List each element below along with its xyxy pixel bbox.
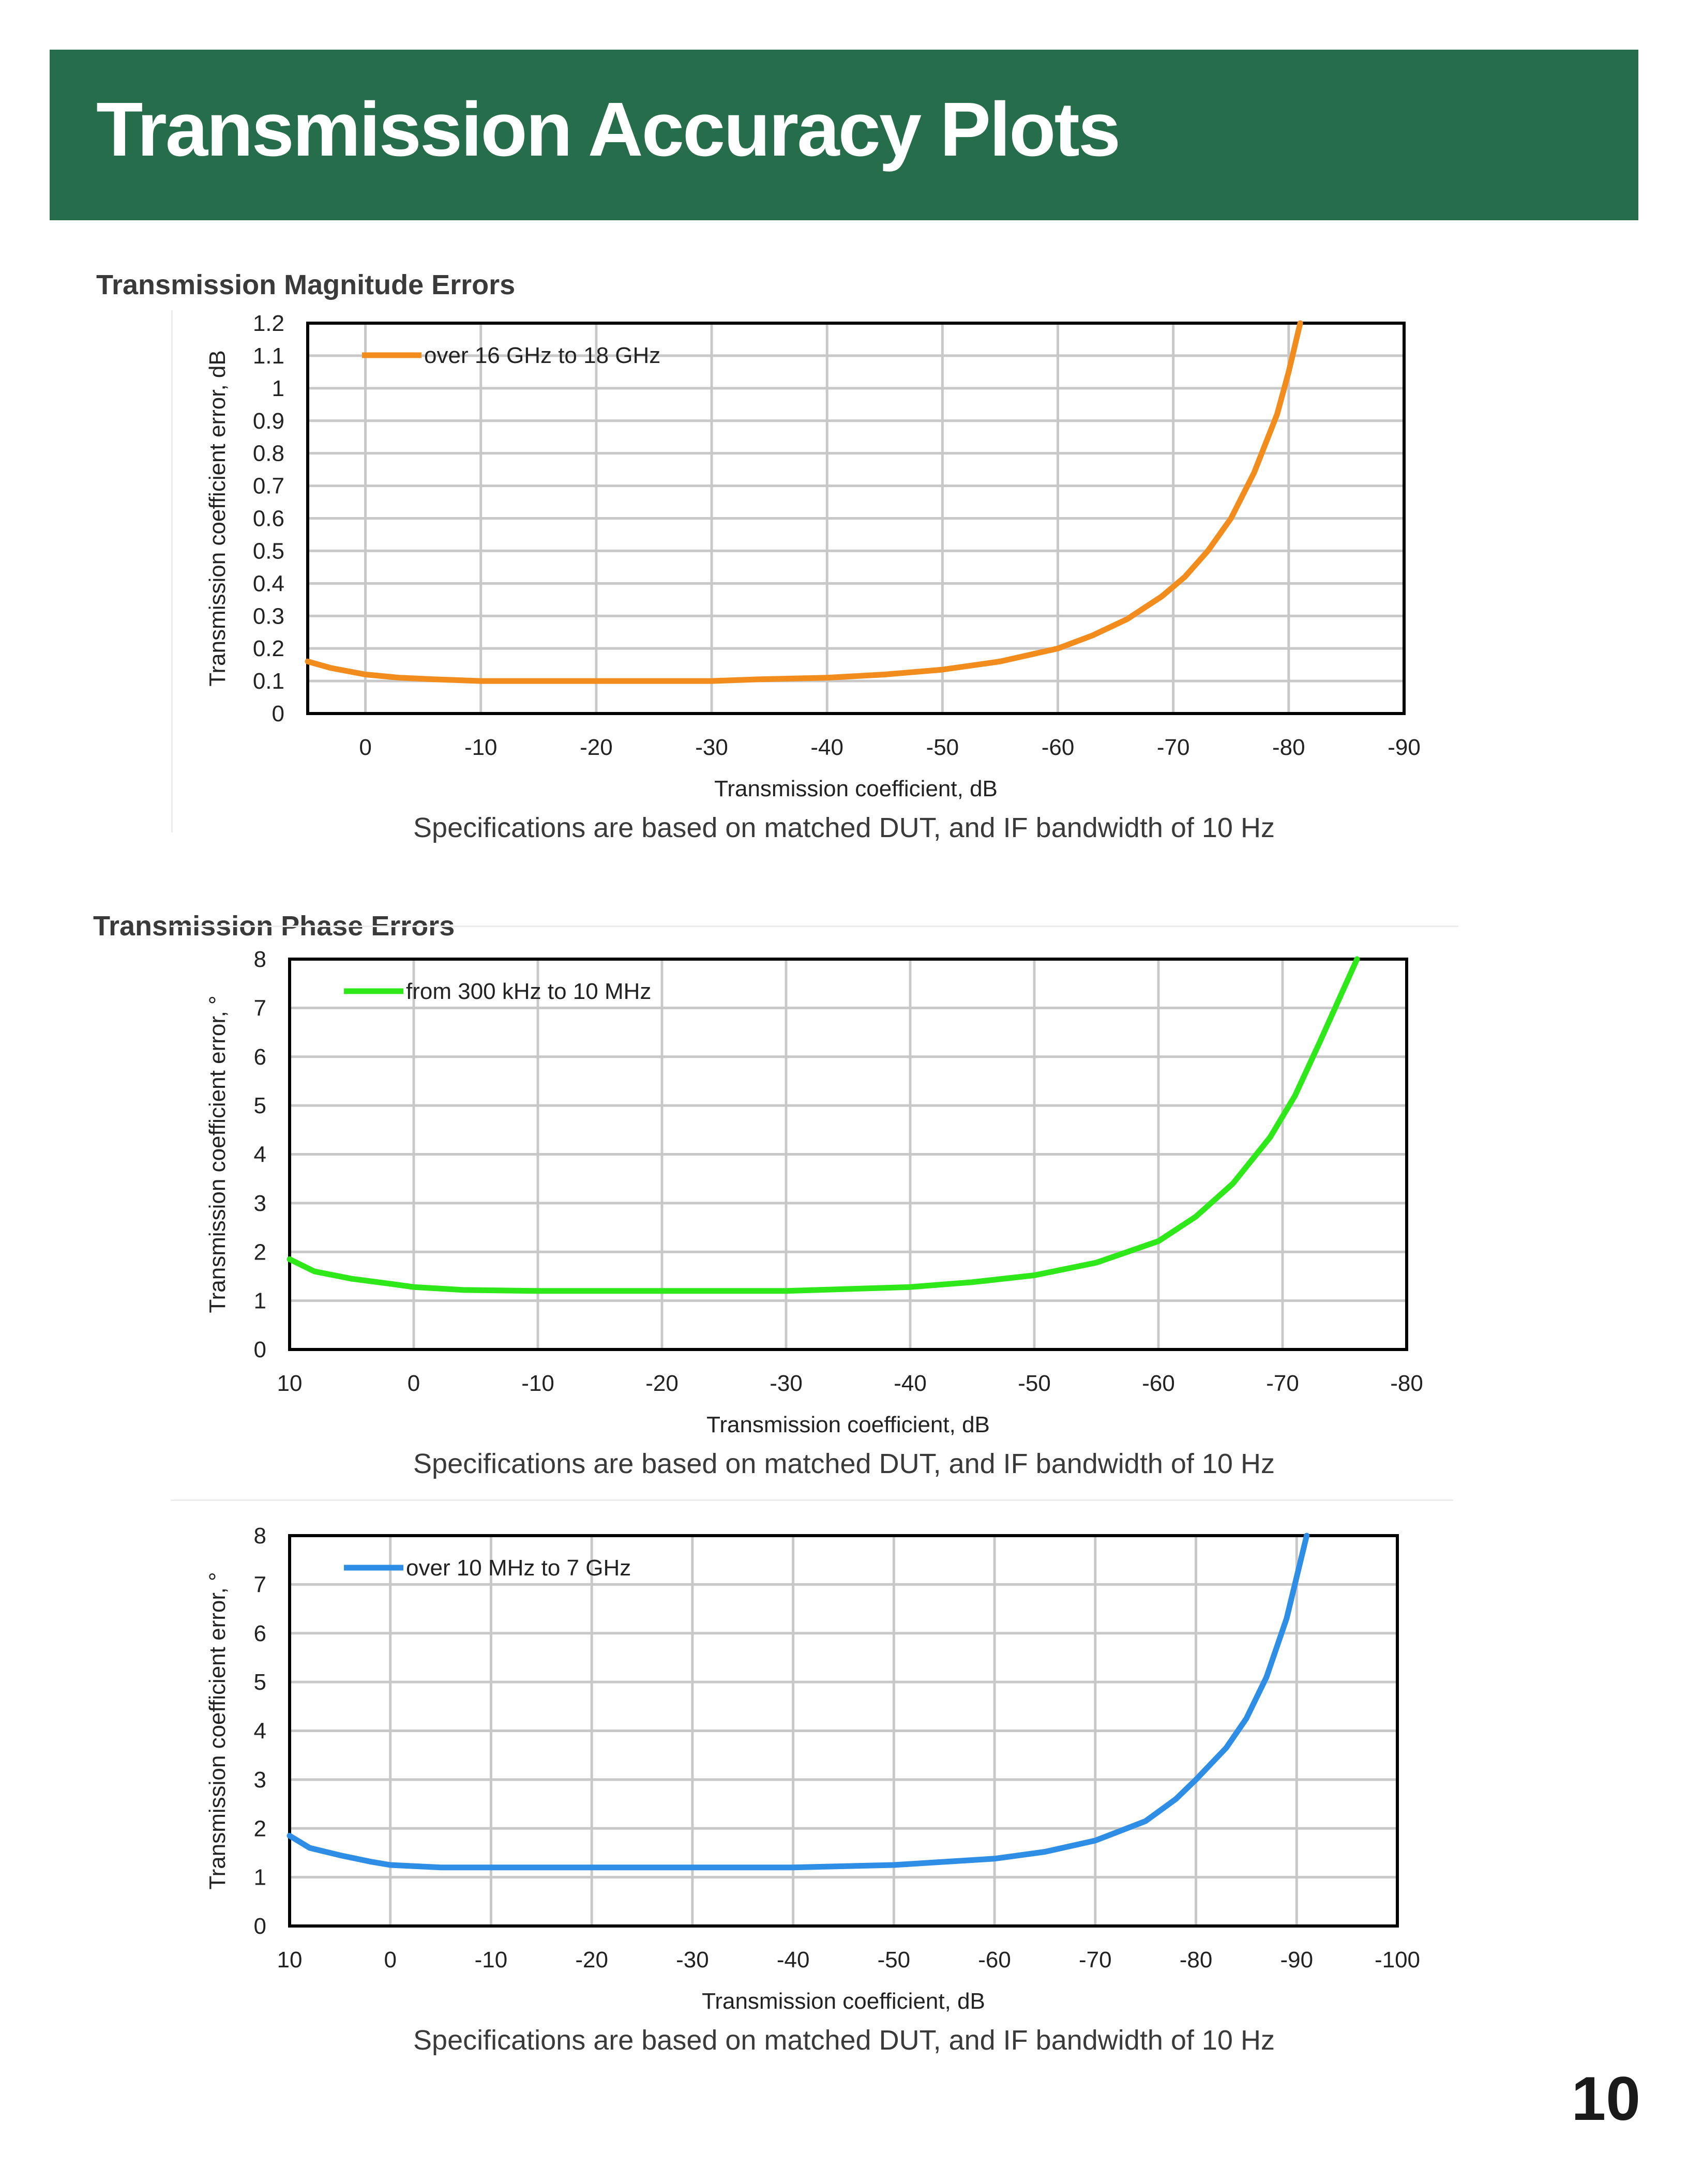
y-tick-label: 8 — [254, 1523, 266, 1549]
y-tick-label: 2 — [254, 1239, 266, 1265]
y-tick-label: 0.6 — [253, 506, 284, 532]
y-axis-label: Transmission coefficient error, ° — [205, 1572, 230, 1889]
y-tick-label: 7 — [254, 995, 266, 1021]
y-tick-label: 8 — [254, 947, 266, 972]
y-tick-label: 0 — [254, 1914, 266, 1939]
chart2-caption: Specifications are based on matched DUT,… — [413, 1448, 1275, 1479]
y-tick-label: 0.7 — [253, 474, 284, 499]
x-tick-label: -60 — [1042, 735, 1075, 760]
x-axis-label: Transmission coefficient, dB — [714, 776, 998, 801]
x-tick-label: -60 — [978, 1947, 1011, 1973]
phase-error-chart-high-freq: 0 1 2 3 4 5 6 7 8 10 0 -10 -20 -30 -40 -50 -60 -70 -80 -90 -… — [205, 1523, 1420, 2014]
x-tick-label: -80 — [1390, 1371, 1423, 1396]
series-line — [287, 1533, 1310, 1871]
x-tick-label: -50 — [926, 735, 959, 760]
x-tick-label: -50 — [1018, 1371, 1051, 1396]
y-tick-label: 0 — [272, 701, 284, 726]
section-divider-line — [171, 926, 1458, 927]
y-tick-label: 6 — [254, 1044, 266, 1070]
title-banner: Transmission Accuracy Plots — [50, 50, 1638, 220]
x-tick-label: -30 — [770, 1371, 803, 1396]
x-tick-label: 10 — [277, 1371, 303, 1396]
chart1-frame-line — [171, 310, 173, 832]
x-tick-label: 0 — [408, 1371, 420, 1396]
x-tick-label: -30 — [676, 1947, 709, 1973]
y-tick-label: 0.2 — [253, 636, 284, 661]
y-tick-label: 3 — [254, 1191, 266, 1216]
x-axis-label: Transmission coefficient, dB — [706, 1412, 990, 1437]
y-tick-label: 0.5 — [253, 538, 284, 564]
x-tick-label: -70 — [1079, 1947, 1112, 1973]
y-axis-label: Transmission coefficient error, dB — [205, 350, 230, 686]
y-tick-label: 0.9 — [253, 408, 284, 434]
magnitude-error-chart: 0 0.1 0.2 0.3 0.4 0.5 0.6 0.7 0.8 0.9 1 1.1 1.2 0 -10 -… — [205, 311, 1421, 801]
y-tick-label: 5 — [254, 1670, 266, 1695]
page-title: Transmission Accuracy Plots — [96, 87, 1121, 172]
x-tick-label: -40 — [777, 1947, 810, 1973]
plot-frame — [306, 322, 1406, 715]
y-tick-label: 0.3 — [253, 603, 284, 629]
y-tick-label: 0.8 — [253, 441, 284, 466]
plot-frame — [288, 958, 1408, 1351]
y-tick-label: 1.2 — [253, 311, 284, 336]
x-tick-label: -70 — [1157, 735, 1190, 760]
x-tick-label: -30 — [695, 735, 728, 760]
x-tick-label: -50 — [878, 1947, 911, 1973]
y-tick-label: 4 — [254, 1719, 266, 1744]
legend-label: from 300 kHz to 10 MHz — [406, 979, 651, 1004]
x-tick-label: -10 — [464, 735, 498, 760]
x-tick-label: -40 — [810, 735, 843, 760]
x-tick-label: 10 — [277, 1947, 303, 1973]
x-tick-label: -60 — [1142, 1371, 1175, 1396]
x-tick-label: -80 — [1272, 735, 1305, 760]
x-tick-label: -70 — [1266, 1371, 1299, 1396]
plot-frame — [288, 1534, 1399, 1928]
x-tick-label: -100 — [1375, 1947, 1420, 1973]
y-axis-label: Transmission coefficient error, ° — [205, 995, 230, 1313]
series-line — [305, 320, 1303, 684]
x-axis-label: Transmission coefficient, dB — [702, 1989, 985, 2014]
x-tick-label: -10 — [475, 1947, 508, 1973]
chart1-caption: Specifications are based on matched DUT,… — [413, 812, 1275, 843]
y-tick-label: 2 — [254, 1816, 266, 1841]
y-tick-label: 6 — [254, 1621, 266, 1646]
y-tick-label: 1 — [254, 1288, 266, 1314]
phase-error-chart-low-freq: 0 1 2 3 4 5 6 7 8 10 0 -10 -20 -30 -40 -50 -60 -70 -80 Tran… — [205, 947, 1423, 1437]
x-tick-label: -10 — [521, 1371, 554, 1396]
x-tick-label: -80 — [1180, 1947, 1213, 1973]
y-tick-label: 1.1 — [253, 343, 284, 369]
y-tick-label: 1 — [272, 376, 284, 401]
y-tick-label: 0.4 — [253, 571, 284, 596]
y-tick-label: 7 — [254, 1572, 266, 1597]
legend-label: over 16 GHz to 18 GHz — [424, 343, 660, 368]
x-tick-label: -20 — [645, 1371, 679, 1396]
x-tick-label: 0 — [359, 735, 371, 760]
legend-label: over 10 MHz to 7 GHz — [406, 1555, 631, 1581]
y-tick-label: 3 — [254, 1767, 266, 1793]
y-tick-label: 5 — [254, 1093, 266, 1118]
chart3-caption: Specifications are based on matched DUT,… — [413, 2025, 1275, 2056]
x-tick-label: -90 — [1280, 1947, 1313, 1973]
x-tick-label: 0 — [384, 1947, 396, 1973]
y-tick-label: 0 — [254, 1337, 266, 1362]
page-number: 10 — [1571, 2064, 1640, 2133]
y-tick-label: 4 — [254, 1142, 266, 1167]
x-tick-label: -40 — [894, 1371, 927, 1396]
magnitude-section-title: Transmission Magnitude Errors — [96, 269, 516, 300]
x-tick-label: -90 — [1388, 735, 1421, 760]
chart-divider-line — [171, 1499, 1453, 1501]
series-line — [287, 956, 1360, 1294]
x-tick-label: -20 — [580, 735, 613, 760]
y-tick-label: 1 — [254, 1865, 266, 1890]
y-tick-label: 0.1 — [253, 669, 284, 694]
x-tick-label: -20 — [575, 1947, 608, 1973]
